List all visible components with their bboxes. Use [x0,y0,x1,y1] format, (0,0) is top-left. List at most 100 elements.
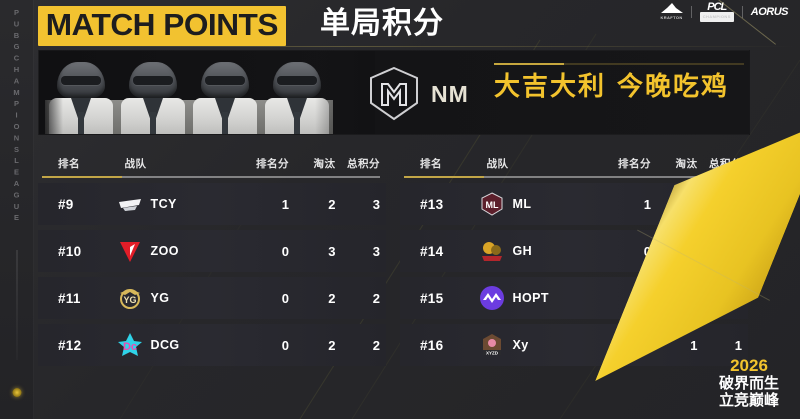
winner-team-block: NM [369,67,469,121]
row-team-name: HOPT [512,291,549,305]
row-kills: 2 [328,337,336,353]
sponsor-logos: KRAFTON PCL CHAMPIONS AORUS [660,0,789,22]
krafton-mark-icon [660,2,683,13]
col-header-total: 总积分 [347,157,380,170]
rail-accent-dot [12,388,21,397]
hopt-logo-icon [479,286,504,310]
row-team: XYZD Xy [465,332,580,358]
row-rank: #12 [58,337,82,353]
winner-team-name: NM [431,80,469,107]
winner-squad-photo [39,51,339,134]
zoo-logo-icon [119,242,140,262]
row-team-name: TCY [150,197,177,211]
row-placement: 0 [281,290,289,306]
row-rank: #14 [420,243,444,259]
sponsor-divider [690,6,692,18]
table-header-rule-right [400,176,748,178]
aorus-logo: AORUS [750,6,789,18]
svg-text:XYZD: XYZD [486,351,499,356]
col-header-kills-2: 淘汰 [675,157,698,170]
left-vertical-rail: PUBGCHAMPIONSLEAGUE [0,0,34,419]
header-bar: MATCH POINTS 单局积分 KRAFTON PCL CHAMPIONS … [0,0,800,48]
col-header-team: 战队 [124,157,147,170]
wwcd-rule [494,63,744,65]
row-total: 3 [372,243,380,259]
pcl-label: PCL [707,0,727,13]
row-team: HOPT [465,285,580,311]
squad-player-4 [261,56,333,134]
col-header-kills: 淘汰 [313,157,336,170]
svg-text:ML: ML [485,200,498,210]
squad-player-2 [117,56,189,134]
row-total: 1 [734,337,742,353]
row-total: 3 [372,196,380,212]
hero-fade-right [315,51,375,134]
page-title-cn: 单局积分 [320,6,444,41]
svg-text:YG: YG [123,295,136,305]
wwcd-block: 大吉大利 今晚吃鸡 [494,63,744,103]
table-header-right: 排名 战队 排名分 淘汰 总积分 [400,150,748,176]
yg-logo-icon: YG [119,289,140,309]
league-vertical-text: PUBGCHAMPIONSLEAGUE [12,8,21,225]
row-placement: 0 [281,337,289,353]
aorus-label: AORUS [750,6,789,18]
dcg-logo-icon: Dc [117,333,142,356]
winner-hero-banner: NM 大吉大利 今晚吃鸡 [38,50,750,135]
row-team-name: YG [150,291,170,305]
page-title-en: MATCH POINTS [45,7,279,42]
row-kills: 3 [328,243,336,259]
row-rank: #15 [420,290,444,306]
hero-fade-left [39,51,63,134]
row-rank: #9 [58,196,74,212]
brand-slogan-line1: 破界而生 [718,374,779,392]
krafton-label: KRAFTON [660,14,683,20]
row-rank: #13 [420,196,444,212]
table-header-left: 排名 战队 排名分 淘汰 总积分 [38,150,386,176]
table-row[interactable]: #16 XYZD Xy 0 1 1 [400,324,748,366]
row-placement: 1 [643,196,651,212]
gh-logo-icon [481,242,502,261]
row-placement: 0 [643,243,651,259]
table-row[interactable]: #11 YG YG 0 2 2 [38,277,386,319]
wwcd-text: 大吉大利 今晚吃鸡 [494,72,730,102]
row-team-name: DCG [150,338,180,352]
row-team: YG YG [103,285,218,311]
row-total: 2 [372,337,380,353]
col-header-team-2: 战队 [486,157,509,170]
ml-logo-icon: ML [481,192,503,216]
row-team: TCY [103,191,218,217]
nm-team-logo-icon [370,67,418,121]
row-team-name: ML [512,197,532,211]
col-header-rank: 排名 [58,157,80,170]
row-kills: 2 [328,290,336,306]
table-row[interactable]: #12 Dc DCG 0 2 2 [38,324,386,366]
row-team-name: ZOO [150,244,179,258]
row-kills: 2 [328,196,336,212]
row-rank: #11 [58,290,81,306]
svg-text:Dc: Dc [123,341,137,353]
event-brand-mark: 2026 破界而生 立竞巅峰 [708,357,790,409]
krafton-logo: KRAFTON [660,2,683,22]
standings-table-left: 排名 战队 排名分 淘汰 总积分 #9 TCY 1 2 3 #10 [38,150,386,366]
brand-year: 2026 [730,356,768,375]
row-team-name: Xy [512,338,529,352]
brand-slogan-line2: 立竞巅峰 [718,391,779,409]
row-team: ZOO [103,238,218,264]
pcl-sub-label: CHAMPIONS [699,11,734,22]
row-placement: 0 [281,243,289,259]
row-kills: 1 [690,337,698,353]
tcy-logo-icon [118,199,141,211]
match-points-badge: MATCH POINTS [38,6,286,46]
table-row[interactable]: #10 ZOO 0 3 3 [38,230,386,272]
row-team: GH [465,238,580,264]
col-header-placement-2: 排名分 [618,157,652,170]
xyzd-logo-icon: XYZD [482,334,501,356]
col-header-placement: 排名分 [256,157,290,170]
row-team-name: GH [512,244,533,258]
rail-divider-line [16,250,17,360]
col-header-rank-2: 排名 [420,157,442,170]
row-rank: #16 [420,337,444,353]
table-row[interactable]: #9 TCY 1 2 3 [38,183,386,225]
pcl-logo: PCL CHAMPIONS [699,0,734,22]
